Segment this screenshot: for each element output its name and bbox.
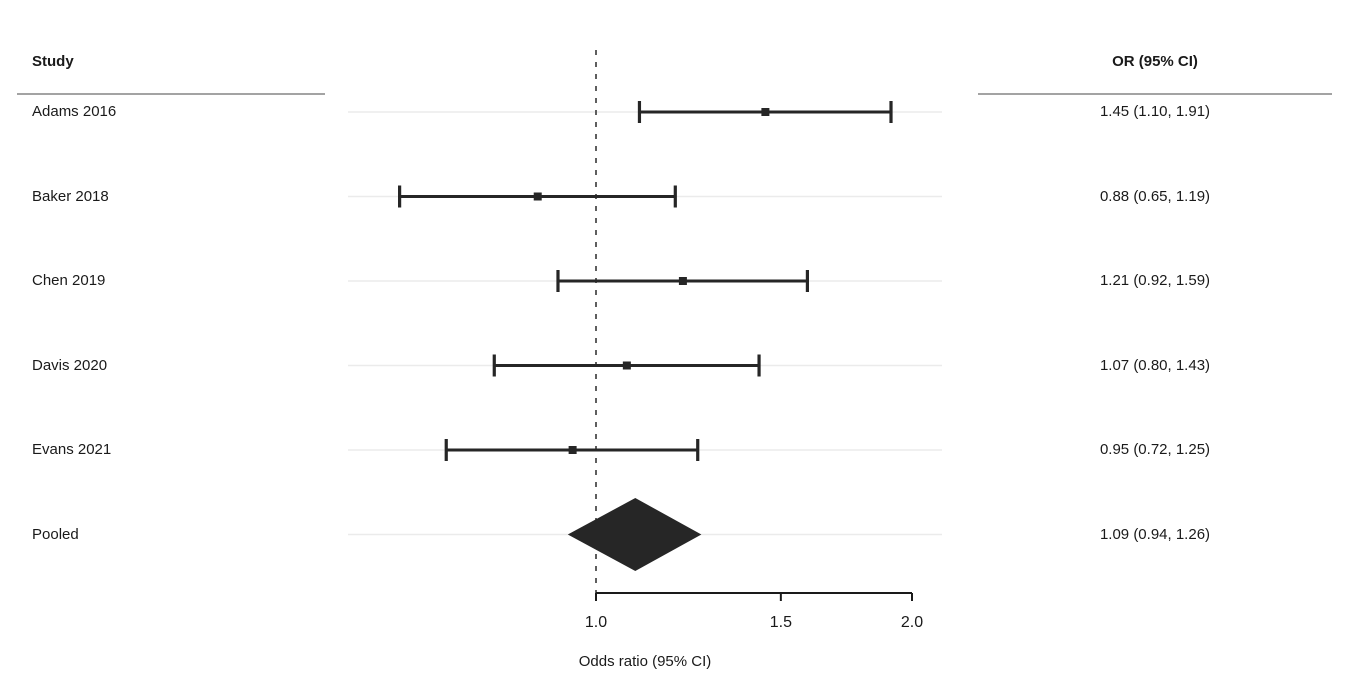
x-axis-tick-label: 1.0 <box>584 614 608 631</box>
or-ci-value: 0.88 (0.65, 1.19) <box>1099 187 1211 205</box>
point-estimate-marker <box>622 361 631 370</box>
x-axis-tick-label: 2.0 <box>900 614 924 631</box>
or-ci-value: 1.45 (1.10, 1.91) <box>1099 103 1211 120</box>
study-header-separator <box>17 93 325 95</box>
or-ci-value: 1.09 (0.94, 1.26) <box>1099 525 1211 543</box>
point-estimate-marker <box>761 108 770 116</box>
point-estimate-marker <box>568 446 577 454</box>
study-label: Pooled <box>32 525 79 543</box>
study-label: Adams 2016 <box>32 103 117 120</box>
or-ci-value: 1.21 (0.92, 1.59) <box>1099 272 1211 289</box>
x-axis-tick-label: 1.5 <box>769 614 792 631</box>
point-estimate-marker <box>533 192 542 201</box>
study-column-header: Study <box>32 53 74 70</box>
study-label: Chen 2019 <box>32 272 106 289</box>
study-label: Davis 2020 <box>32 356 108 374</box>
x-axis-title: Odds ratio (95% CI) <box>578 653 712 670</box>
or-column-header: OR (95% CI) <box>1112 53 1198 70</box>
pooled-diamond <box>567 498 702 571</box>
or-header-separator <box>978 93 1332 95</box>
or-ci-value: 1.07 (0.80, 1.43) <box>1099 356 1211 374</box>
study-label: Baker 2018 <box>32 187 109 205</box>
study-label: Evans 2021 <box>32 441 112 458</box>
or-ci-value: 0.95 (0.72, 1.25) <box>1099 441 1211 458</box>
point-estimate-marker <box>678 277 687 285</box>
